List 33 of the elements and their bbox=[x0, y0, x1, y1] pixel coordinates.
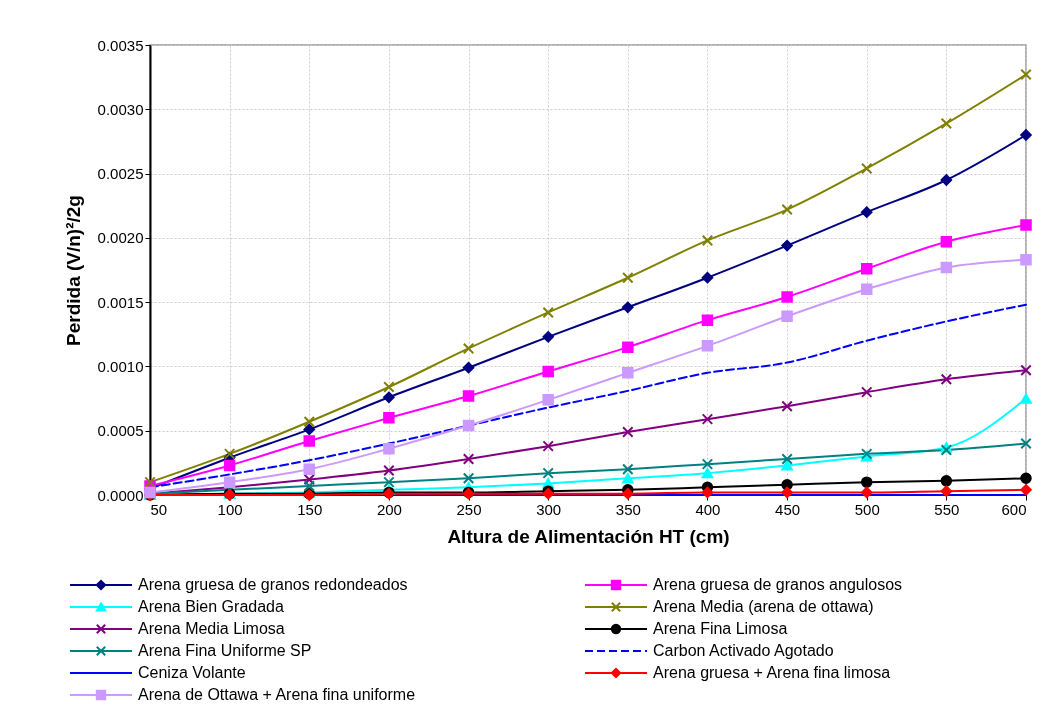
y-tick-label: 0.0000 bbox=[97, 486, 144, 504]
x-tick-label: 450 bbox=[775, 500, 801, 518]
legend-label: Arena Media (arena de ottawa) bbox=[653, 598, 874, 615]
x-axis-title: Altura de Alimentación HT (cm) bbox=[447, 525, 730, 547]
x-tick-label: 200 bbox=[376, 500, 402, 518]
legend-label: Arena Fina Limosa bbox=[653, 620, 788, 637]
legend-label: Carbon Activado Agotado bbox=[653, 642, 834, 659]
y-tick-label: 0.0010 bbox=[97, 357, 144, 375]
x-tick-label: 100 bbox=[217, 500, 243, 518]
x-tick-label: 350 bbox=[615, 500, 641, 518]
legend-label: Ceniza Volante bbox=[138, 664, 246, 681]
x-tick-label: 50 bbox=[150, 500, 168, 518]
y-tick-label: 0.0020 bbox=[97, 229, 144, 247]
y-tick-label: 0.0005 bbox=[97, 422, 144, 440]
y-tick-label: 0.0015 bbox=[97, 293, 144, 311]
x-tick-label: 150 bbox=[297, 500, 323, 518]
x-tick-label: 300 bbox=[536, 500, 562, 518]
legend-label: Arena Media Limosa bbox=[138, 620, 285, 637]
y-tick-label: 0.0035 bbox=[97, 36, 144, 54]
legend-label: Arena Bien Gradada bbox=[138, 598, 284, 615]
legend-label: Arena gruesa + Arena fina limosa bbox=[653, 664, 891, 681]
x-tick-label: 400 bbox=[695, 500, 721, 518]
x-tick-label: 250 bbox=[456, 500, 482, 518]
legend-label: Arena gruesa de granos angulosos bbox=[653, 576, 903, 593]
x-tick-label: 500 bbox=[854, 500, 880, 518]
legend-label: Arena de Ottawa + Arena fina uniforme bbox=[138, 686, 416, 703]
y-tick-label: 0.0030 bbox=[97, 100, 144, 118]
legend-label: Arena Fina Uniforme SP bbox=[138, 642, 312, 659]
y-tick-label: 0.0025 bbox=[97, 165, 144, 183]
legend-label: Arena gruesa de granos redondeados bbox=[138, 576, 408, 593]
x-tick-label: 550 bbox=[934, 500, 960, 518]
y-axis-title: Perdida (V/n)²/2g bbox=[62, 195, 84, 346]
x-tick-label: 600 bbox=[1001, 500, 1027, 518]
